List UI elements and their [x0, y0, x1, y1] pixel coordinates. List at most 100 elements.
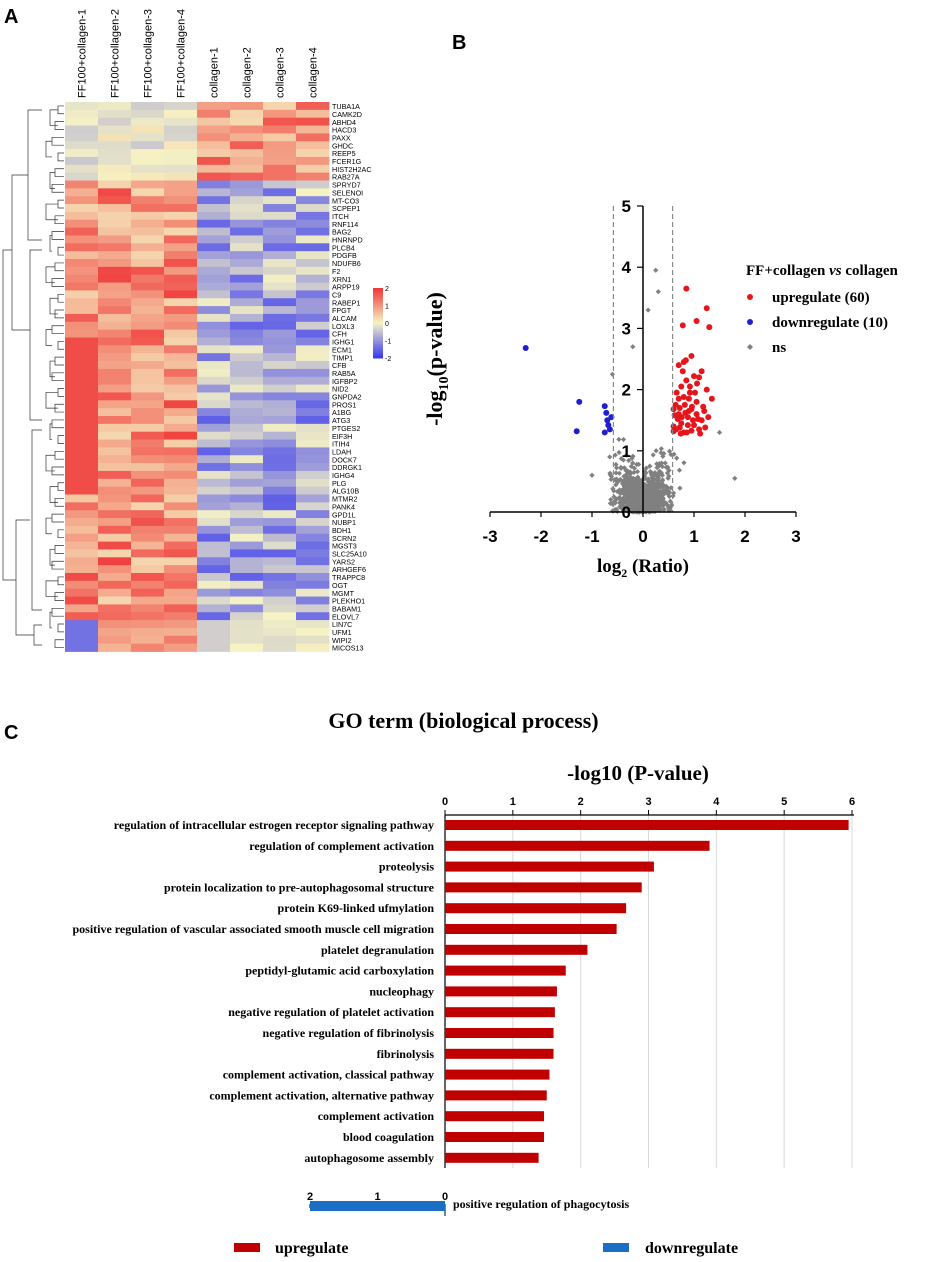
y-tick-label: 0 [622, 503, 631, 522]
dendrogram-branch [51, 607, 64, 617]
heatmap-cell [98, 141, 132, 150]
go-term-label: protein K69-linked ufmylation [278, 901, 435, 915]
heatmap-cell [230, 439, 264, 448]
heatmap-cell [296, 510, 330, 519]
heatmap-row-label: RAB5A [332, 369, 356, 378]
ns-point [655, 289, 661, 295]
heatmap-cell [164, 533, 198, 542]
x-tick-label: 0 [442, 796, 448, 808]
heatmap-cell [164, 306, 198, 315]
heatmap-cell [164, 156, 198, 166]
ns-point [652, 470, 658, 476]
heatmap-cell [65, 251, 99, 260]
ns-point [656, 475, 662, 481]
ns-point [658, 470, 664, 476]
heatmap-cell [296, 211, 330, 221]
heatmap-cell [197, 266, 231, 276]
heatmap-cell [296, 423, 330, 433]
heatmap-cell [131, 565, 165, 574]
down-tick-label: 1 [374, 1191, 380, 1203]
heatmap-cell [131, 141, 165, 150]
dendrogram-branch [54, 545, 64, 554]
heatmap-cell [65, 588, 99, 597]
ns-point [654, 461, 660, 467]
heatmap-row-label: MGMT [332, 589, 355, 598]
heatmap-cell [98, 376, 132, 385]
heatmap-cell [65, 243, 99, 252]
panel-label-b: B [452, 32, 467, 54]
heatmap-row-label: REEP5 [332, 149, 356, 158]
ns-point [660, 487, 666, 494]
heatmap-cell [296, 447, 330, 456]
heatmap-cell [164, 125, 198, 134]
heatmap-cell [263, 416, 297, 425]
heatmap-cell [98, 518, 132, 527]
upregulated-point [678, 414, 685, 421]
ns-point [643, 488, 649, 494]
heatmap-cell [65, 306, 99, 315]
up-bar [445, 1007, 555, 1018]
heatmap-cell [98, 361, 132, 370]
heatmap-cell [98, 494, 132, 503]
heatmap-cell [296, 557, 330, 566]
ns-point [644, 494, 650, 500]
heatmap-cell [197, 219, 231, 228]
heatmap-row-label: HACD3 [332, 126, 356, 135]
heatmap-cell [164, 557, 198, 566]
heatmap-cell [131, 525, 165, 535]
heatmap-cell [197, 573, 231, 582]
heatmap-cell [65, 133, 99, 142]
heatmap-cell [296, 141, 330, 150]
heatmap-cell [164, 133, 198, 142]
heatmap-row-label: MT-CO3 [332, 196, 359, 205]
dendrogram-branch [45, 517, 52, 535]
go-term-label: complement activation, alternative pathw… [209, 1088, 434, 1102]
ns-point [641, 491, 647, 497]
heatmap-cell [98, 345, 132, 354]
heatmap-cell [98, 635, 132, 645]
heatmap-cell [263, 109, 297, 119]
heatmap-cell [230, 125, 264, 134]
heatmap-cell [164, 353, 198, 362]
legend-marker [747, 294, 753, 300]
ns-point [656, 468, 663, 474]
heatmap-cell [197, 180, 231, 189]
heatmap-cell [263, 274, 297, 283]
heatmap-cell [65, 141, 99, 150]
heatmap-cell [164, 525, 198, 535]
heatmap-cell [164, 251, 198, 260]
heatmap-cell [65, 596, 99, 605]
dendrogram-branch [57, 246, 64, 256]
dendrogram-branch [54, 262, 64, 272]
heatmap-cell [98, 533, 132, 542]
ns-point [641, 499, 648, 505]
heatmap-row-label: LIN7C [332, 620, 352, 629]
upregulated-point [670, 428, 677, 435]
heatmap-cell [164, 180, 198, 189]
dendrogram-branch [54, 639, 64, 648]
ns-point [609, 371, 615, 377]
upregulated-point [684, 422, 691, 429]
color-scale-segment [373, 291, 383, 294]
heatmap-cell [164, 455, 198, 464]
heatmap-cell [131, 219, 165, 228]
heatmap-cell [65, 368, 99, 378]
heatmap-cell [263, 643, 297, 652]
heatmap-cell [98, 172, 132, 181]
ns-point [681, 460, 687, 466]
ns-point [613, 496, 620, 502]
heatmap-cell [65, 109, 99, 119]
heatmap-cell [65, 573, 99, 582]
heatmap-cell [98, 149, 132, 158]
heatmap-row-label: DDRGK1 [332, 463, 362, 472]
heatmap-cell [263, 588, 297, 597]
heatmap-row-label: IGHG4 [332, 471, 354, 480]
heatmap-cell [197, 251, 231, 260]
heatmap-cell [131, 196, 165, 205]
upregulated-point [696, 374, 703, 381]
heatmap-cell [98, 620, 132, 629]
upregulated-point [706, 324, 713, 331]
heatmap-cell [98, 133, 132, 142]
heatmap-cell [65, 180, 99, 189]
heatmap-cell [197, 290, 231, 299]
